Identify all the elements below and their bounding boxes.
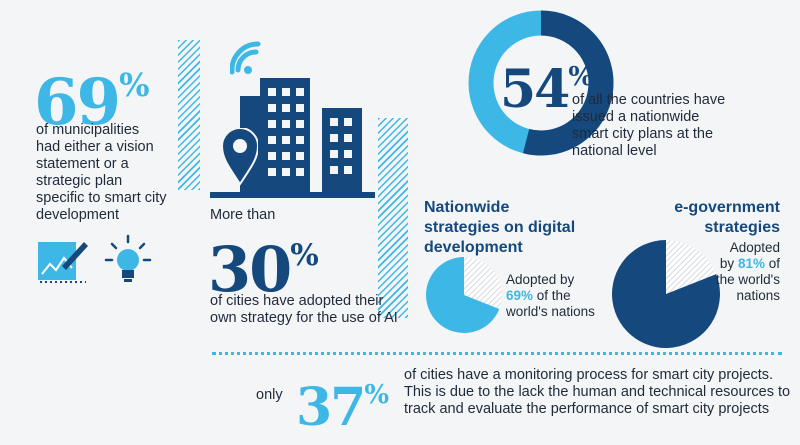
location-pin-icon: [220, 127, 260, 186]
hatch-divider-mid: [378, 118, 408, 318]
stat2-prefix: More than: [210, 207, 276, 223]
pie-chart-69: [426, 257, 502, 333]
hatch-divider-left: [178, 40, 200, 190]
ring-segment-54: [522, 10, 614, 156]
stat5-text: Adopted by 81% of the world's nations: [715, 240, 780, 303]
stat5-title: e-government strategies: [674, 199, 780, 236]
dotted-divider: [212, 352, 782, 355]
pie-slice-69: [426, 257, 500, 333]
pen-icon: [36, 236, 90, 286]
stat3-text: of all the countries have issued a nation…: [572, 92, 726, 159]
pie-slice-81: [612, 240, 720, 348]
wifi-icon: [229, 40, 276, 80]
pie-chart-81: [612, 240, 720, 348]
stat6-prefix: only: [256, 387, 283, 403]
stat6-value: 37%: [296, 377, 389, 438]
stat6-text: of cities have a monitoring process for …: [404, 367, 791, 417]
ring-chart-54: [468, 10, 614, 156]
stat1-value: 69%: [34, 65, 149, 140]
lightbulb-icon: [104, 234, 152, 286]
stat2-value: 30%: [208, 233, 319, 306]
stat1-text: of municipalities had either a vision stat…: [36, 122, 167, 223]
stat4-title: Nationwide strategies on digital developme…: [424, 199, 576, 256]
stat2-text: of cities have adopted their own strategy…: [210, 293, 398, 326]
stat3-value: 54%: [500, 59, 593, 120]
stat4-text: Adopted by 69% of the world's nations: [506, 272, 595, 319]
